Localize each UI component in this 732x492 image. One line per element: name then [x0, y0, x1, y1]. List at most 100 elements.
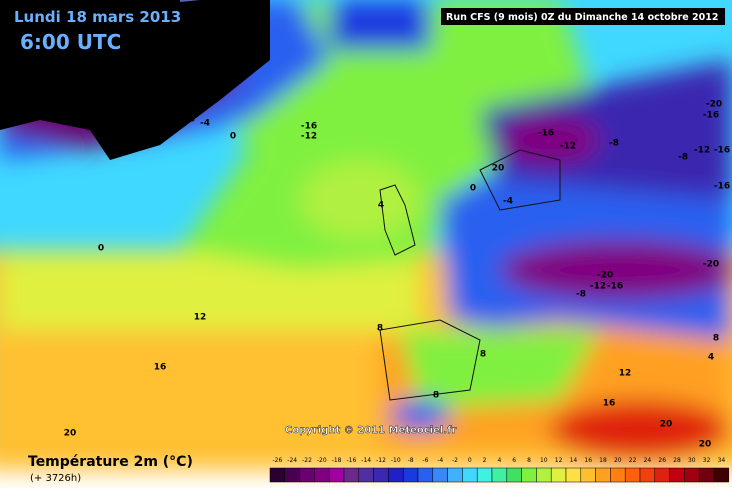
colorbar-swatch [476, 467, 493, 483]
contour-label: 4 [708, 353, 714, 363]
colorbar-swatch [550, 467, 567, 483]
contour-label: -16 [607, 282, 623, 292]
colorbar-swatch [417, 467, 434, 483]
colorbar-tick-label: 34 [718, 457, 726, 464]
contour-label: 4 [378, 201, 384, 211]
colorbar-tick-label: -18 [332, 457, 342, 464]
contour-label: 20 [64, 429, 77, 439]
colorbar-swatch [610, 467, 626, 483]
colorbar-tick-label: 30 [688, 457, 696, 464]
colorbar-swatch [624, 467, 641, 483]
colorbar-swatch [654, 467, 670, 483]
colorbar-swatch [299, 467, 315, 483]
contour-label: 12 [194, 313, 207, 323]
contour-label: 8 [480, 350, 486, 360]
contour-label: -8 [609, 139, 619, 149]
contour-label: 0 [230, 132, 236, 142]
colorbar: -26 -24 -22 -20 -18 -16 -14 -12 -10 -8 -6 -4 -2 0 2 4 6 8… [269, 457, 730, 483]
contour-label: -16 [703, 111, 719, 121]
colorbar-tick-label: 10 [540, 457, 548, 464]
colorbar-swatch [373, 467, 389, 483]
colorbar-tick-label: 20 [614, 457, 622, 464]
colorbar-swatch [462, 467, 478, 483]
contour-label: -20 [706, 100, 722, 110]
contour-label: 0 [98, 244, 104, 254]
contour-label: -16 [714, 146, 730, 156]
legend-subtitle: (+ 3726h) [30, 473, 81, 484]
colorbar-tick-label: 4 [497, 457, 501, 464]
colorbar-tick-label: -6 [422, 457, 428, 464]
contour-label: 20 [660, 420, 673, 430]
colorbar-tick-label: 32 [703, 457, 711, 464]
colorbar-tick-label: -14 [361, 457, 371, 464]
colorbar-tick-label: 6 [512, 457, 516, 464]
colorbar-tick-label: -10 [391, 457, 401, 464]
colorbar-swatch [506, 467, 522, 483]
contour-label: 12 [619, 369, 632, 379]
contour-label: 16 [603, 399, 616, 409]
colorbar-tick-label: -12 [376, 457, 386, 464]
colorbar-swatch [669, 467, 685, 483]
colorbar-swatch [684, 467, 700, 483]
colorbar-tick-label: 2 [483, 457, 487, 464]
colorbar-tick-label: 24 [644, 457, 652, 464]
colorbar-swatch [328, 467, 345, 483]
contour-label: 0 [470, 184, 476, 194]
contour-label: -16 [301, 122, 317, 132]
colorbar-tick-label: 0 [468, 457, 472, 464]
colorbar-tick-label: -26 [272, 457, 282, 464]
colorbar-swatch [491, 467, 508, 483]
colorbar-swatch [639, 467, 656, 483]
contour-label: -12 [560, 142, 576, 152]
colorbar-swatch [343, 467, 360, 483]
map [0, 0, 732, 470]
legend-title: Température 2m (°C) [28, 454, 193, 470]
copyright: Copyright © 2011 Meteociel.fr [285, 425, 456, 436]
contour-label: 8 [433, 391, 439, 401]
colorbar-tick-label: 16 [584, 457, 592, 464]
colorbar-swatch [536, 467, 552, 483]
contour-label: -12 [301, 132, 317, 142]
colorbar-tick-label: 18 [599, 457, 607, 464]
colorbar-swatch [358, 467, 374, 483]
run-info: Run CFS (9 mois) 0Z du Dimanche 14 octob… [446, 12, 718, 23]
contour-label: 20 [699, 440, 712, 450]
colorbar-swatch [580, 467, 596, 483]
colorbar-tick-label: 12 [555, 457, 563, 464]
colorbar-tick-label: -16 [346, 457, 356, 464]
colorbar-swatch [402, 467, 419, 483]
colorbar-tick-label: -24 [287, 457, 297, 464]
colorbar-swatch [388, 467, 404, 483]
colorbar-tick-label: 26 [658, 457, 666, 464]
contour-label: -4 [200, 119, 210, 129]
contour-label: 8 [377, 324, 383, 334]
colorbar-swatch [269, 467, 286, 483]
contour-label: -8 [185, 115, 195, 125]
contour-label: 16 [154, 363, 167, 373]
contour-label: 8 [713, 334, 719, 344]
colorbar-swatch [284, 467, 300, 483]
colorbar-tick-label: 14 [570, 457, 578, 464]
contour-label: -20 [6, 100, 22, 110]
contour-label: -4 [503, 197, 513, 207]
contour-label: -20 [703, 260, 719, 270]
colorbar-swatch [565, 467, 582, 483]
colorbar-swatch [314, 467, 330, 483]
colorbar-swatch [432, 467, 448, 483]
colorbar-swatch [595, 467, 611, 483]
colorbar-tick-label: -20 [317, 457, 327, 464]
colorbar-tick-label: -4 [437, 457, 443, 464]
contour-label: -12 [590, 282, 606, 292]
colorbar-tick-label: -8 [408, 457, 414, 464]
colorbar-swatch [713, 467, 730, 483]
colorbar-tick-label: 8 [527, 457, 531, 464]
contour-label: -12 [694, 146, 710, 156]
colorbar-swatch [521, 467, 537, 483]
contour-label: 20 [492, 164, 505, 174]
run-box [441, 8, 725, 25]
colorbar-swatch [447, 467, 463, 483]
header-box [0, 0, 180, 58]
